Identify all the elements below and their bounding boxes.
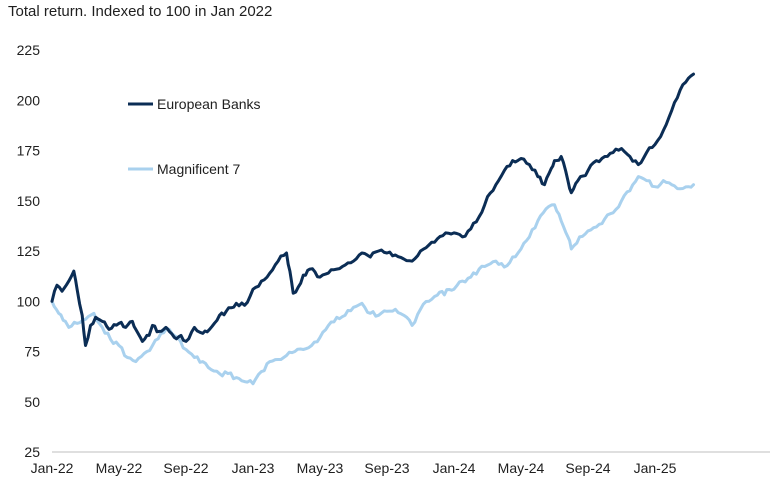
y-tick-label: 125 <box>17 243 41 259</box>
series-lines <box>50 72 695 386</box>
series-line-european-banks <box>50 72 695 347</box>
y-tick-label: 25 <box>24 444 40 460</box>
x-tick-label: May-23 <box>297 460 344 476</box>
x-axis-labels: Jan-22 May-22 Sep-22 Jan-23 May-23 Sep-23 Jan-… <box>31 460 677 476</box>
y-tick-label: 150 <box>17 193 41 209</box>
y-axis-labels: 25 50 75 100 125 150 175 200 225 <box>17 42 41 460</box>
y-tick-label: 200 <box>17 92 41 108</box>
series-line-magnificent-7 <box>50 175 695 386</box>
y-tick-label: 175 <box>17 143 41 159</box>
y-tick-label: 225 <box>17 42 41 58</box>
y-tick-label: 75 <box>24 344 40 360</box>
legend-label: Magnificent 7 <box>157 161 240 177</box>
x-tick-label: Jan-22 <box>31 460 74 476</box>
x-tick-label: Jan-23 <box>232 460 275 476</box>
x-tick-label: May-24 <box>498 460 545 476</box>
chart-title: Total return. Indexed to 100 in Jan 2022 <box>8 3 273 20</box>
x-tick-label: May-22 <box>96 460 143 476</box>
x-tick-label: Jan-24 <box>433 460 476 476</box>
legend-label: European Banks <box>157 96 261 112</box>
y-tick-label: 100 <box>17 293 41 309</box>
x-tick-label: Sep-24 <box>565 460 610 476</box>
x-tick-label: Sep-22 <box>163 460 208 476</box>
legend: European Banks Magnificent 7 <box>128 96 261 177</box>
x-tick-label: Sep-23 <box>364 460 409 476</box>
y-tick-label: 50 <box>24 394 40 410</box>
x-tick-label: Jan-25 <box>634 460 677 476</box>
